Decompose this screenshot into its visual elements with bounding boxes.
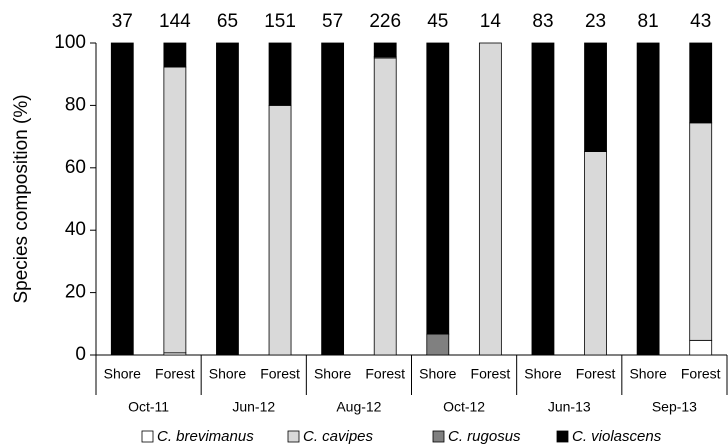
y-tick-label: 0 bbox=[75, 344, 86, 365]
x-tick-label: Forest bbox=[365, 366, 405, 382]
sample-size-label: 65 bbox=[217, 11, 238, 32]
bar-segment bbox=[689, 339, 713, 356]
sample-size-label: 43 bbox=[690, 11, 711, 32]
bar-segment bbox=[268, 42, 292, 106]
y-tick-label: 20 bbox=[65, 282, 86, 303]
group-label: Jun-12 bbox=[232, 399, 275, 415]
y-axis-label: Species composition (%) bbox=[11, 94, 32, 303]
bar-segment bbox=[163, 42, 187, 68]
group-label: Jun-13 bbox=[548, 399, 591, 415]
legend-swatch bbox=[141, 430, 154, 443]
bar-segment bbox=[373, 42, 397, 58]
bar-segment bbox=[689, 42, 713, 124]
bar-segment bbox=[636, 42, 660, 356]
y-tick-label: 60 bbox=[65, 157, 86, 178]
group-label: Sep-13 bbox=[652, 399, 697, 415]
x-tick-label: Forest bbox=[576, 366, 616, 382]
sample-size-label: 23 bbox=[585, 11, 606, 32]
x-tick-label: Shore bbox=[419, 366, 457, 382]
bar-segment bbox=[321, 42, 345, 356]
bar-segment bbox=[478, 42, 502, 356]
x-tick-label: Shore bbox=[629, 366, 667, 382]
bar-segment bbox=[584, 151, 607, 356]
x-tick-label: Forest bbox=[681, 366, 721, 382]
x-tick-label: Forest bbox=[260, 366, 300, 382]
bar-segment bbox=[689, 122, 713, 341]
legend-label: C. brevimanus bbox=[157, 428, 254, 445]
legend-swatch bbox=[556, 430, 569, 443]
bar-segment bbox=[584, 42, 607, 152]
sample-size-label: 226 bbox=[369, 11, 401, 32]
sample-size-label: 81 bbox=[638, 11, 659, 32]
legend-swatch bbox=[432, 430, 445, 443]
y-tick-label: 100 bbox=[54, 32, 86, 53]
bar-segment bbox=[110, 42, 134, 356]
x-tick-label: Forest bbox=[471, 366, 511, 382]
legend-swatch bbox=[287, 430, 300, 443]
bar-segment bbox=[531, 42, 555, 356]
sample-size-label: 37 bbox=[112, 11, 133, 32]
sample-size-label: 144 bbox=[159, 11, 191, 32]
x-tick-label: Shore bbox=[209, 366, 247, 382]
sample-size-label: 45 bbox=[427, 11, 448, 32]
legend-label: C. cavipes bbox=[303, 428, 374, 445]
bar-segment bbox=[426, 333, 450, 356]
sample-size-label: 151 bbox=[264, 11, 296, 32]
bar-segment bbox=[216, 42, 239, 356]
group-label: Oct-11 bbox=[128, 399, 169, 415]
group-label: Oct-12 bbox=[443, 399, 485, 415]
legend-label: C. rugosus bbox=[448, 428, 521, 445]
x-tick-label: Shore bbox=[314, 366, 352, 382]
sample-size-label: 14 bbox=[480, 11, 502, 32]
x-tick-label: Shore bbox=[524, 366, 562, 382]
bar-segment bbox=[163, 66, 187, 354]
bar-segment bbox=[426, 42, 450, 335]
y-tick-label: 80 bbox=[65, 94, 86, 115]
group-label: Aug-12 bbox=[336, 399, 381, 415]
sample-size-label: 83 bbox=[532, 11, 553, 32]
bar-segment bbox=[373, 57, 397, 356]
x-tick-label: Shore bbox=[104, 366, 142, 382]
sample-size-label: 57 bbox=[322, 11, 343, 32]
x-tick-label: Forest bbox=[155, 366, 195, 382]
bar-segment bbox=[268, 105, 292, 356]
legend-label: C. violascens bbox=[572, 428, 662, 445]
y-tick-label: 40 bbox=[65, 219, 86, 240]
